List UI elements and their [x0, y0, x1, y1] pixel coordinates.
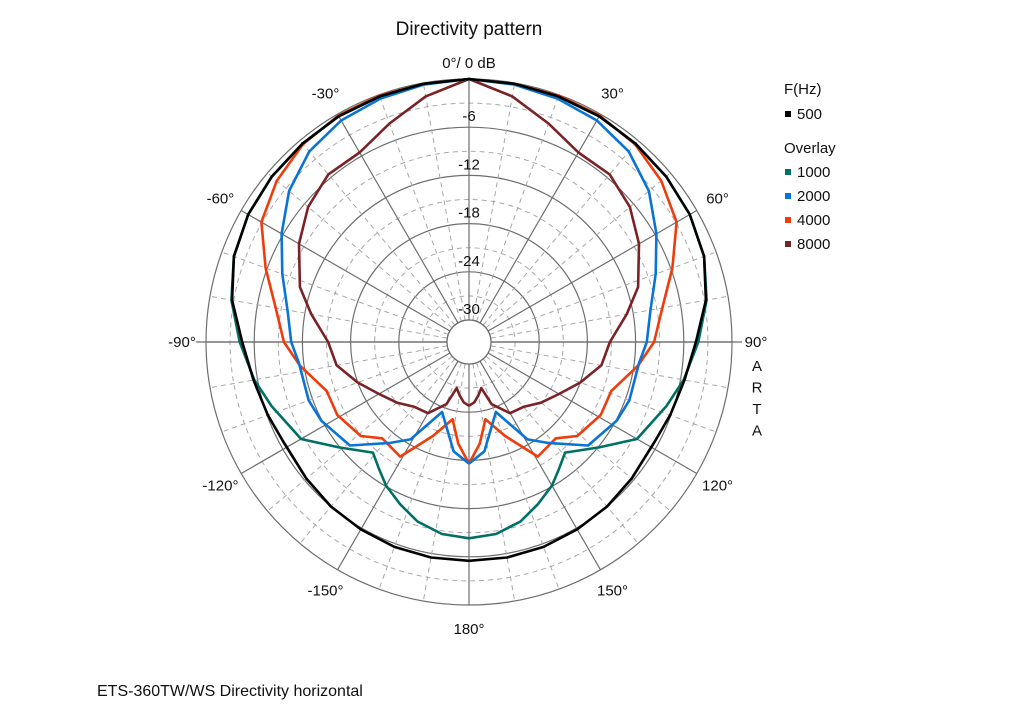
grid-spoke-dashed — [209, 295, 448, 339]
angle-tick-label: -150° — [307, 583, 343, 600]
angle-tick-labels: -150° -120° -90° -60° -30° 30° 60° 90° 120° 150° 1… — [168, 85, 767, 638]
grid-spoke-dashed — [267, 172, 453, 329]
legend-label-500: 500 — [797, 106, 822, 123]
series-500-curve — [230, 77, 708, 563]
radial-tick-labels: -6 -12 -18 -24 -30 — [458, 108, 480, 318]
legend-swatch-500 — [785, 111, 791, 117]
grid-spoke-dashed — [422, 363, 466, 602]
grid-spoke — [336, 360, 459, 571]
legend-swatch-4000 — [785, 217, 791, 223]
legend-overlay-title: Overlay — [784, 140, 836, 157]
grid-spoke-dashed — [476, 94, 560, 322]
grid-spoke-dashed — [299, 140, 456, 326]
watermark-letter: A — [752, 358, 762, 375]
grid-spoke-dashed — [221, 251, 449, 335]
radial-tick-label: -6 — [462, 108, 475, 125]
legend-label-4000: 4000 — [797, 212, 830, 229]
legend-swatch-2000 — [785, 193, 791, 199]
grid-spoke-dashed — [482, 140, 639, 326]
grid-spoke-dashed — [490, 345, 729, 389]
grid-spoke-dashed — [221, 349, 449, 433]
angle-tick-label: 150° — [597, 583, 628, 600]
top-label: 0°/ 0 dB — [442, 55, 496, 72]
radial-tick-label: -12 — [458, 156, 480, 173]
grid-spoke-dashed — [472, 82, 516, 321]
grid-spoke-dashed — [490, 295, 729, 339]
grid-spoke-dashed — [209, 345, 448, 389]
grid-spoke-dashed — [422, 82, 466, 321]
radial-tick-label: -18 — [458, 205, 480, 222]
series-curves — [230, 77, 708, 563]
watermark-letter: T — [752, 401, 761, 418]
angle-tick-label: 180° — [453, 621, 484, 638]
angle-tick-label: 120° — [702, 478, 733, 495]
grid-spoke-dashed — [485, 172, 671, 329]
angle-tick-label: 30° — [601, 85, 624, 102]
legend-swatch-8000 — [785, 241, 791, 247]
radial-tick-label: -24 — [458, 253, 480, 270]
angle-tick-label: 60° — [706, 191, 729, 208]
grid-spoke — [336, 113, 459, 324]
watermark-letter: R — [752, 380, 763, 397]
legend-label-1000: 1000 — [797, 164, 830, 181]
grid-spoke-dashed — [489, 251, 717, 335]
legend: F(Hz) Overlay 500 1000 2000 4000 8000 — [784, 81, 836, 253]
grid-spoke — [240, 209, 451, 332]
angle-tick-label: 90° — [745, 334, 768, 351]
footer-caption: ETS-360TW/WS Directivity horizontal — [97, 683, 363, 700]
grid-spoke-dashed — [482, 358, 639, 544]
angle-tick-label: -90° — [168, 334, 196, 351]
angle-tick-label: -60° — [207, 191, 235, 208]
grid-spoke-dashed — [299, 358, 456, 544]
angle-tick-label: -30° — [312, 85, 340, 102]
legend-label-2000: 2000 — [797, 188, 830, 205]
grid-spoke — [240, 352, 451, 475]
chart-title: Directivity pattern — [396, 19, 543, 40]
legend-title: F(Hz) — [784, 81, 822, 98]
legend-swatch-1000 — [785, 169, 791, 175]
grid-spoke-dashed — [472, 363, 516, 602]
grid-spoke — [479, 113, 602, 324]
center-circle — [446, 319, 492, 365]
grid-spoke — [487, 352, 698, 475]
legend-label-8000: 8000 — [797, 236, 830, 253]
grid-spoke-dashed — [378, 94, 462, 322]
watermark-letter: A — [752, 423, 762, 440]
radial-tick-label: -30 — [458, 301, 480, 318]
angle-tick-label: -120° — [202, 478, 238, 495]
grid-spoke — [487, 209, 698, 332]
grid-spoke-dashed — [489, 349, 717, 433]
grid-spoke — [479, 360, 602, 571]
